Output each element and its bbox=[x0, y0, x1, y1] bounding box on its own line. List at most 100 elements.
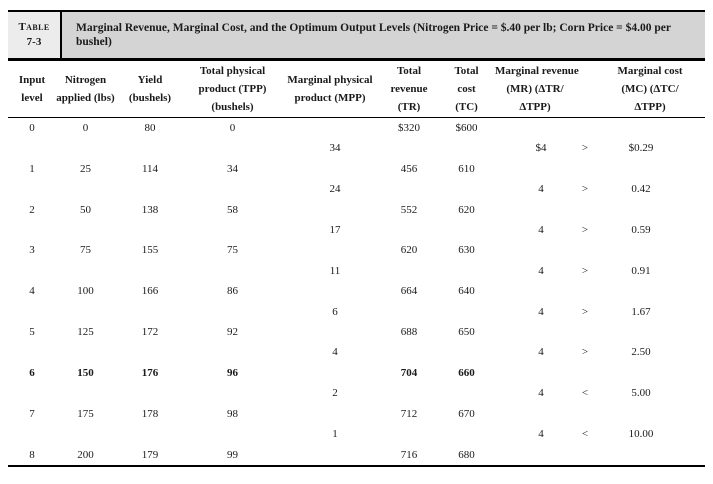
cell-marginal-revenue: 4 bbox=[538, 224, 544, 237]
header-line: ΔTPP) bbox=[519, 101, 551, 113]
cell-input-level: 0 bbox=[29, 122, 35, 134]
cell-total-revenue: $320 bbox=[398, 122, 420, 134]
cell-total-physical-product: 99 bbox=[227, 448, 238, 461]
cell-marginal-physical-product: 34 bbox=[329, 142, 341, 155]
cell-nitrogen-applied: 200 bbox=[77, 448, 94, 461]
cell-yield bbox=[115, 424, 185, 444]
header-line: level bbox=[21, 92, 43, 104]
cell-marginal-revenue: 4 bbox=[538, 264, 544, 277]
cell-marginal-cost: 0.59 bbox=[631, 224, 651, 237]
cell-marginal-physical-product bbox=[280, 118, 380, 139]
cell-comparison bbox=[575, 200, 595, 220]
header-line: (bushels) bbox=[128, 92, 172, 104]
cell-total-physical-product: 92 bbox=[227, 326, 238, 339]
cell-marginal-revenue bbox=[495, 322, 575, 342]
cell-marginal-physical-product bbox=[280, 281, 380, 301]
cell-comparison: > bbox=[581, 224, 589, 237]
header-line: Total bbox=[396, 65, 422, 77]
cell-comparison bbox=[575, 118, 595, 139]
cell-input-level: 7 bbox=[29, 407, 35, 420]
table-row: 4 100 166 86 664 640 bbox=[8, 281, 705, 301]
cell-total-cost: 670 bbox=[458, 407, 475, 420]
cell-comparison: < bbox=[581, 387, 589, 400]
cell-marginal-revenue bbox=[495, 159, 575, 179]
cell-marginal-cost: $0.29 bbox=[628, 142, 654, 155]
header-line: (TC) bbox=[455, 101, 478, 113]
cell-marginal-cost bbox=[595, 240, 705, 260]
cell-yield bbox=[115, 342, 185, 362]
cell-total-revenue: 716 bbox=[400, 448, 418, 461]
cell-total-revenue bbox=[380, 383, 438, 403]
cell-marginal-revenue bbox=[495, 240, 575, 260]
cell-input-level bbox=[8, 138, 56, 158]
cell-yield: 155 bbox=[141, 244, 159, 257]
cell-nitrogen-applied bbox=[56, 302, 115, 322]
table-row: 0 0 80 0 $320 $600 bbox=[8, 118, 705, 139]
cell-marginal-physical-product: 2 bbox=[332, 387, 338, 400]
cell-input-level bbox=[8, 383, 56, 403]
column-header-marginal-cost: Marginal cost (MC) (ΔTC/ΔTPP) bbox=[595, 61, 705, 118]
cell-marginal-physical-product bbox=[280, 159, 380, 179]
cell-total-revenue bbox=[380, 424, 438, 444]
cell-marginal-cost bbox=[595, 281, 705, 301]
table-row: 7 175 178 98 712 670 bbox=[8, 404, 705, 424]
cell-nitrogen-applied: 0 bbox=[82, 122, 89, 134]
header-line: Input bbox=[18, 74, 46, 86]
header-line: Marginal physical bbox=[287, 74, 373, 86]
cell-marginal-physical-product bbox=[280, 240, 380, 260]
cell-total-cost bbox=[438, 383, 495, 403]
cell-yield bbox=[115, 138, 185, 158]
cell-nitrogen-applied: 175 bbox=[77, 407, 94, 420]
header-line: Nitrogen bbox=[64, 74, 107, 86]
cell-total-physical-product bbox=[185, 383, 280, 403]
table-row: 5 125 172 92 688 650 bbox=[8, 322, 705, 342]
cell-yield: 172 bbox=[141, 326, 159, 339]
table-7-3: Table 7-3 Marginal Revenue, Marginal Cos… bbox=[8, 10, 705, 467]
cell-marginal-revenue bbox=[495, 445, 575, 466]
header-row: Input level Nitrogen applied (lbs) Yield (bus… bbox=[8, 61, 705, 118]
cell-marginal-physical-product: 4 bbox=[332, 346, 338, 359]
header-line: product (TPP) bbox=[198, 83, 267, 95]
cell-comparison bbox=[575, 445, 595, 466]
cell-marginal-physical-product bbox=[280, 200, 380, 220]
cell-nitrogen-applied bbox=[56, 424, 115, 444]
cell-marginal-physical-product bbox=[280, 404, 380, 424]
cell-comparison bbox=[575, 240, 595, 260]
cell-marginal-revenue: 4 bbox=[538, 305, 544, 318]
cell-marginal-cost bbox=[595, 322, 705, 342]
cell-input-level: 1 bbox=[29, 162, 35, 175]
cell-yield bbox=[115, 179, 185, 199]
table-row: 3 75 155 75 620 630 bbox=[8, 240, 705, 260]
cell-yield: 166 bbox=[141, 285, 159, 298]
cell-total-physical-product: 0 bbox=[229, 122, 236, 134]
table-caption-band: Table 7-3 Marginal Revenue, Marginal Cos… bbox=[8, 10, 705, 61]
cell-total-physical-product: 34 bbox=[227, 162, 238, 175]
cell-total-physical-product bbox=[185, 220, 280, 240]
cell-comparison: > bbox=[581, 305, 589, 318]
header-line: Yield bbox=[137, 74, 163, 86]
cell-marginal-revenue bbox=[495, 281, 575, 301]
cell-total-physical-product: 75 bbox=[227, 244, 238, 257]
cell-input-level: 6 bbox=[29, 366, 35, 379]
cell-comparison: > bbox=[581, 183, 589, 196]
cell-total-revenue bbox=[380, 179, 438, 199]
marginal-row: 2 4 <5.00 bbox=[8, 383, 705, 403]
cell-comparison: > bbox=[581, 142, 589, 155]
cell-nitrogen-applied: 150 bbox=[77, 366, 94, 379]
table-word: Table bbox=[18, 21, 50, 33]
cell-nitrogen-applied: 100 bbox=[77, 285, 94, 298]
cell-total-physical-product: 86 bbox=[227, 285, 238, 298]
cell-nitrogen-applied: 25 bbox=[80, 162, 91, 175]
cell-yield bbox=[115, 302, 185, 322]
cell-marginal-cost: 0.91 bbox=[631, 264, 651, 277]
cell-total-cost: $600 bbox=[455, 122, 478, 134]
cell-marginal-physical-product: 17 bbox=[329, 224, 341, 237]
cell-marginal-revenue: 4 bbox=[538, 387, 544, 400]
cell-total-physical-product: 98 bbox=[227, 407, 238, 420]
table-row: 6 150 176 96 704 660 bbox=[8, 363, 705, 383]
cell-total-revenue: 664 bbox=[400, 285, 418, 298]
cell-total-cost: 640 bbox=[458, 285, 475, 298]
header-line: Total bbox=[454, 65, 479, 77]
cell-marginal-cost bbox=[595, 363, 705, 383]
header-line: cost bbox=[457, 83, 476, 95]
